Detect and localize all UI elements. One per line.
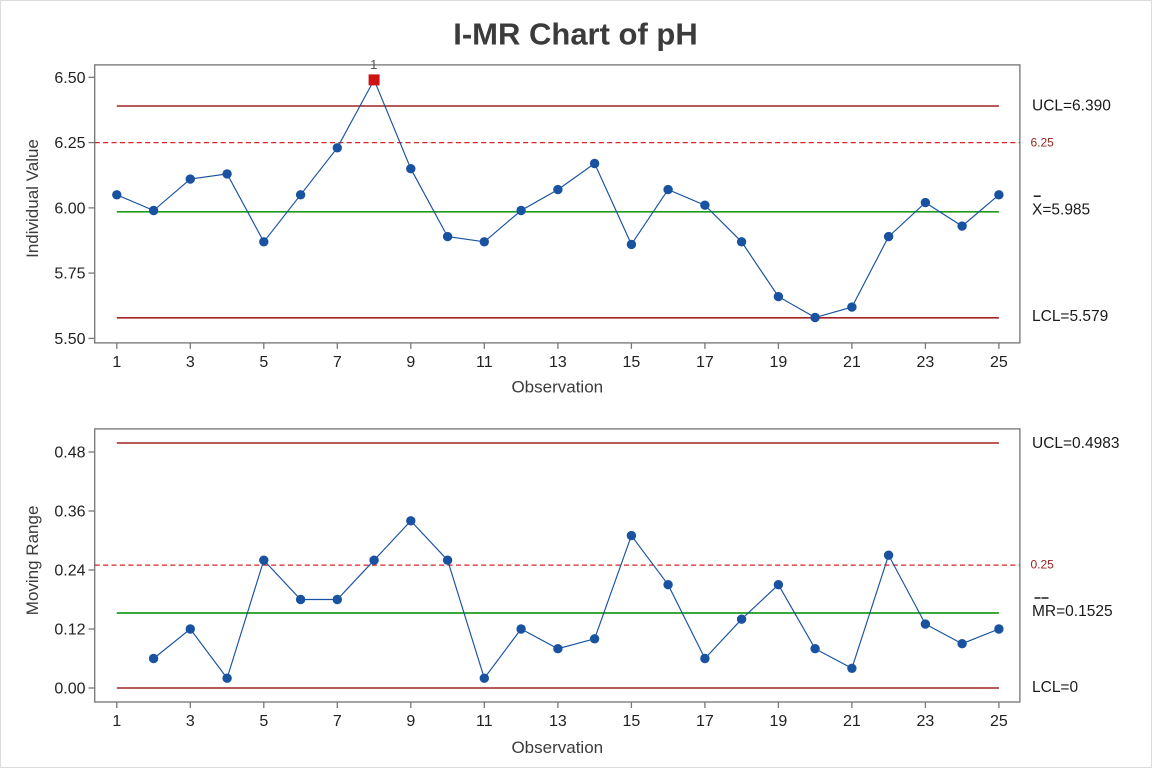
svg-text:5: 5: [259, 713, 268, 730]
svg-text:1: 1: [370, 57, 377, 72]
svg-text:0.00: 0.00: [54, 681, 85, 698]
svg-text:17: 17: [696, 354, 714, 371]
svg-text:6.25: 6.25: [54, 135, 85, 152]
svg-text:0.12: 0.12: [54, 622, 85, 639]
svg-text:9: 9: [406, 354, 415, 371]
svg-text:MR=0.1525: MR=0.1525: [1032, 603, 1113, 620]
svg-text:19: 19: [770, 354, 788, 371]
svg-text:23: 23: [917, 713, 935, 730]
svg-text:3: 3: [186, 713, 195, 730]
svg-text:LCL=0: LCL=0: [1032, 679, 1078, 696]
svg-text:Observation: Observation: [511, 738, 603, 757]
svg-text:23: 23: [917, 354, 935, 371]
svg-text:6.50: 6.50: [54, 70, 85, 87]
svg-text:6.00: 6.00: [54, 200, 85, 217]
svg-text:21: 21: [843, 354, 861, 371]
svg-text:17: 17: [696, 713, 714, 730]
svg-text:3: 3: [186, 354, 195, 371]
svg-text:25: 25: [990, 354, 1008, 371]
svg-text:1: 1: [112, 713, 121, 730]
svg-text:0.36: 0.36: [54, 504, 85, 521]
svg-text:UCL=0.4983: UCL=0.4983: [1032, 435, 1119, 452]
svg-text:X=5.985: X=5.985: [1032, 201, 1090, 218]
svg-text:7: 7: [333, 354, 342, 371]
svg-text:11: 11: [476, 713, 493, 730]
svg-text:15: 15: [623, 354, 641, 371]
svg-text:0.48: 0.48: [54, 445, 85, 462]
svg-text:UCL=6.390: UCL=6.390: [1032, 97, 1111, 114]
svg-text:9: 9: [406, 713, 415, 730]
svg-text:13: 13: [549, 713, 567, 730]
svg-text:5.50: 5.50: [54, 331, 85, 348]
svg-text:0.24: 0.24: [54, 563, 85, 580]
svg-text:13: 13: [549, 354, 567, 371]
svg-text:LCL=5.579: LCL=5.579: [1032, 308, 1108, 325]
svg-text:I-MR Chart of pH: I-MR Chart of pH: [453, 16, 698, 51]
svg-text:Observation: Observation: [511, 377, 603, 396]
svg-text:25: 25: [990, 713, 1008, 730]
svg-text:1: 1: [112, 354, 121, 371]
svg-text:11: 11: [476, 354, 493, 371]
svg-text:0.25: 0.25: [1031, 558, 1055, 572]
svg-text:7: 7: [333, 713, 342, 730]
svg-text:15: 15: [623, 713, 641, 730]
svg-text:21: 21: [843, 713, 861, 730]
svg-text:5.75: 5.75: [54, 266, 85, 283]
svg-text:19: 19: [770, 713, 788, 730]
svg-text:6.25: 6.25: [1031, 135, 1055, 149]
svg-text:Moving Range: Moving Range: [23, 506, 42, 616]
svg-text:5: 5: [259, 354, 268, 371]
svg-text:Individual Value: Individual Value: [23, 139, 42, 258]
